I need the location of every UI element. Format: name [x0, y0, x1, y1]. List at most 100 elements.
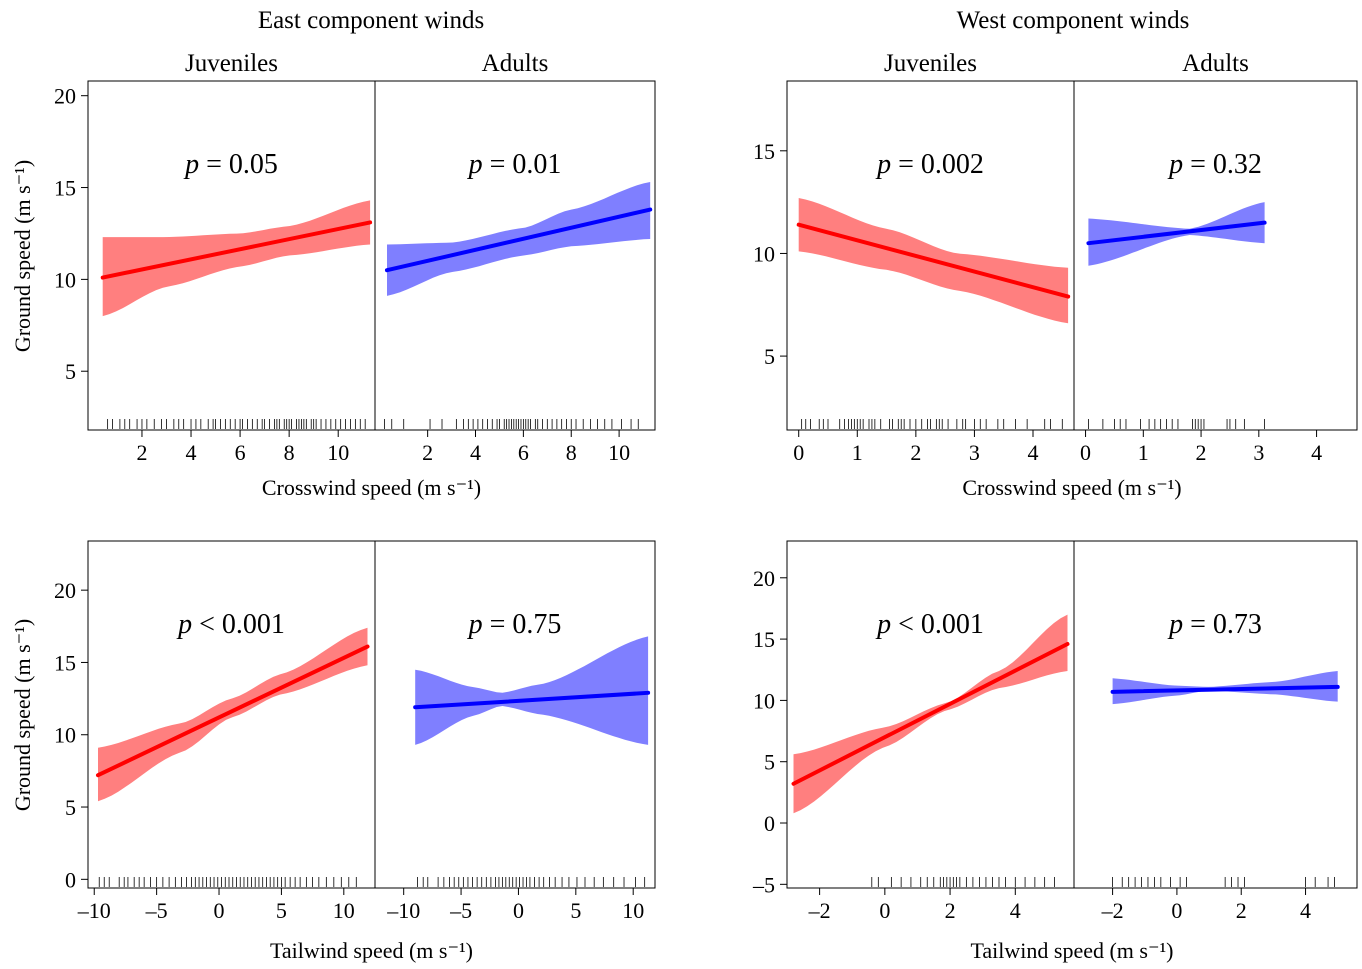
- x-tick-label: 10: [327, 440, 349, 465]
- x-tick-label: 0: [879, 898, 890, 923]
- fitted-line: [1086, 220, 1267, 246]
- y-tick-label: 15: [753, 627, 775, 652]
- x-tick-label: 4: [470, 440, 481, 465]
- fitted-line: [95, 644, 370, 778]
- y-tick-label: 20: [54, 84, 76, 109]
- x-tick-label: –5: [145, 898, 168, 923]
- x-axis-label: Tailwind speed (m s⁻¹): [970, 938, 1173, 963]
- x-tick-label: –10: [77, 898, 111, 923]
- x-tick-label: 1: [852, 440, 863, 465]
- x-tick-label: 2: [1196, 440, 1207, 465]
- p-value-label: p = 0.002: [875, 149, 984, 180]
- y-tick-label: 5: [65, 795, 76, 820]
- chart-west-tailwind: p < 0.001 –2 0 2 4 p = 0.73 –2 0 2 4 –5 0 5 10 15 20 Tai…: [752, 540, 1358, 963]
- x-tick-label: 5: [276, 898, 287, 923]
- fitted-line: [791, 641, 1070, 786]
- x-tick-label: 4: [1300, 898, 1311, 923]
- x-tick-label: 2: [910, 440, 921, 465]
- x-tick-label: 8: [284, 440, 295, 465]
- x-tick-label: 4: [1311, 440, 1322, 465]
- chart-east-tailwind: p < 0.001 –10 –5 0 5 10 p = 0.75 –10 –5 0 5 10 0 5 10 1…: [10, 540, 656, 963]
- y-tick-label: 15: [54, 176, 76, 201]
- confidence-band: [102, 200, 371, 317]
- plot-frame: [786, 540, 1358, 889]
- panel-header: Juveniles: [185, 50, 278, 77]
- x-tick-label: 3: [969, 440, 980, 465]
- y-tick-label: 10: [54, 723, 76, 748]
- x-tick-label: 0: [513, 898, 524, 923]
- fitted-line: [1110, 684, 1340, 694]
- p-value-label: p = 0.05: [183, 149, 278, 180]
- fitted-line: [100, 220, 373, 280]
- x-tick-label: 2: [422, 440, 433, 465]
- x-tick-label: 5: [570, 898, 581, 923]
- x-tick-label: –2: [808, 898, 831, 923]
- y-tick-label: 10: [753, 688, 775, 713]
- x-tick-label: 3: [1253, 440, 1264, 465]
- x-axis-label: Tailwind speed (m s⁻¹): [270, 938, 473, 963]
- panel-header: Adults: [482, 50, 549, 77]
- x-axis-label: Crosswind speed (m s⁻¹): [962, 475, 1181, 500]
- x-tick-label: 0: [1171, 898, 1182, 923]
- confidence-band: [415, 636, 649, 745]
- group-title-east: East component winds: [258, 7, 484, 34]
- y-tick-label: 20: [54, 578, 76, 603]
- x-tick-label: 2: [945, 898, 956, 923]
- y-axis-label: Ground speed (m s⁻¹): [10, 619, 35, 811]
- x-tick-label: 4: [1028, 440, 1039, 465]
- x-tick-label: 4: [1010, 898, 1021, 923]
- x-tick-label: 6: [518, 440, 529, 465]
- panel-header: Adults: [1182, 50, 1249, 77]
- x-tick-label: –10: [386, 898, 420, 923]
- y-tick-label: 0: [764, 811, 775, 836]
- panel-west-tailwind-adults: p = 0.73 –2 0 2 4: [1101, 609, 1340, 923]
- plot-frame: [87, 540, 656, 889]
- fitted-line: [384, 207, 653, 273]
- panel-west-crosswind-adults: p = 0.32 Adults 0 1 2 3 4: [1080, 50, 1322, 465]
- x-tick-label: 0: [1080, 440, 1091, 465]
- y-tick-label: 5: [764, 750, 775, 775]
- y-tick-label: 20: [753, 566, 775, 591]
- y-tick-label: –5: [752, 872, 775, 897]
- panel-east-crosswind-adults: p = 0.01 Adults 2 4 6 8 10: [384, 50, 653, 465]
- x-tick-label: 10: [622, 898, 644, 923]
- confidence-band: [98, 627, 368, 802]
- x-tick-label: 6: [235, 440, 246, 465]
- plot-frame: [786, 80, 1358, 431]
- y-tick-label: 5: [764, 344, 775, 369]
- x-tick-label: 10: [608, 440, 630, 465]
- chart-west-crosswind: p = 0.002 Juveniles 0 1 2 3 4 p = 0.32 Adults 0 1 2…: [753, 50, 1358, 500]
- group-title-west: West component winds: [957, 7, 1190, 34]
- x-tick-label: 8: [566, 440, 577, 465]
- x-tick-label: 1: [1138, 440, 1149, 465]
- p-value-label: p < 0.001: [176, 609, 285, 640]
- x-tick-label: 0: [793, 440, 804, 465]
- p-value-label: p < 0.001: [875, 609, 984, 640]
- y-tick-label: 5: [65, 359, 76, 384]
- x-axis-label: Crosswind speed (m s⁻¹): [262, 475, 481, 500]
- x-tick-label: 10: [333, 898, 355, 923]
- panel-east-crosswind-juveniles: p = 0.05 Juveniles 2 4 6 8 10: [100, 50, 373, 465]
- p-value-label: p = 0.73: [1167, 609, 1262, 640]
- y-tick-label: 10: [753, 241, 775, 266]
- y-tick-label: 15: [54, 650, 76, 675]
- p-value-label: p = 0.75: [467, 609, 562, 640]
- fitted-line: [796, 222, 1071, 299]
- y-tick-label: 10: [54, 267, 76, 292]
- x-tick-label: –2: [1101, 898, 1124, 923]
- x-tick-label: 0: [214, 898, 225, 923]
- p-value-label: p = 0.01: [467, 149, 562, 180]
- panel-header: Juveniles: [884, 50, 977, 77]
- plot-frame: [87, 80, 656, 431]
- y-tick-label: 15: [753, 139, 775, 164]
- x-tick-label: –5: [449, 898, 472, 923]
- x-tick-label: 2: [136, 440, 147, 465]
- panel-west-tailwind-juveniles: p < 0.001 –2 0 2 4: [791, 609, 1070, 923]
- y-tick-label: 0: [65, 867, 76, 892]
- y-axis-label: Ground speed (m s⁻¹): [10, 160, 35, 352]
- x-tick-label: 2: [1236, 898, 1247, 923]
- chart-east-crosswind: p = 0.05 Juveniles 2 4 6 8 10 p = 0.01 Adults 2 4 6…: [10, 50, 656, 500]
- x-tick-label: 4: [186, 440, 197, 465]
